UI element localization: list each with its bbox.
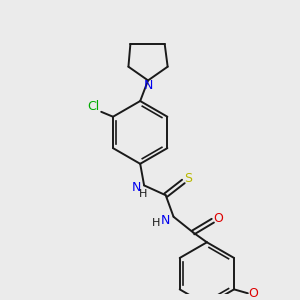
Text: N: N [143, 79, 153, 92]
Text: H: H [152, 218, 160, 228]
Text: N: N [132, 181, 141, 194]
Text: O: O [214, 212, 224, 225]
Text: S: S [184, 172, 192, 185]
Text: Cl: Cl [87, 100, 100, 113]
Text: O: O [248, 287, 258, 300]
Text: N: N [161, 214, 170, 227]
Text: H: H [139, 189, 147, 199]
